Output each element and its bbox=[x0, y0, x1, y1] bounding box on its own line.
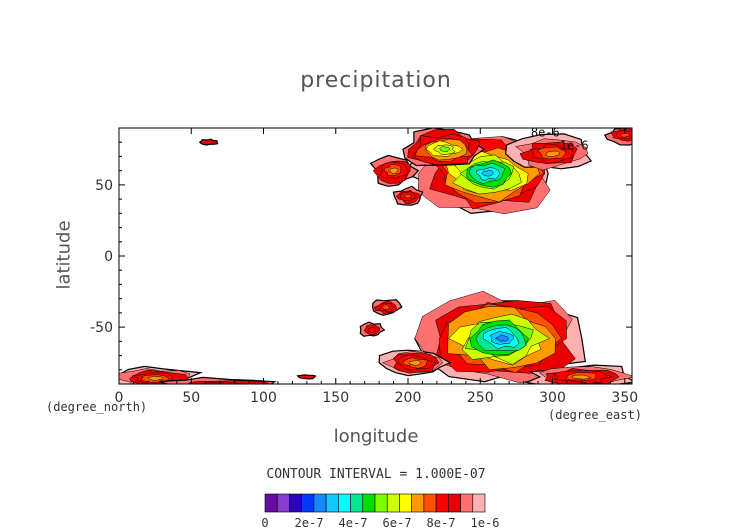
north-isle-b-level-3 bbox=[404, 193, 413, 199]
colorbar-swatch-10 bbox=[386, 493, 400, 513]
y-axis: -50 0 50 bbox=[90, 141, 632, 371]
sw-band-level-5 bbox=[148, 376, 163, 381]
colorbar-swatch-8 bbox=[362, 493, 376, 513]
colorbar-swatch-7 bbox=[350, 493, 364, 513]
north-arm-level-7 bbox=[439, 146, 451, 153]
north-corner-level-3 bbox=[620, 132, 630, 138]
colorbar-label-5: 1e-6 bbox=[471, 516, 500, 530]
contour-interval-text: CONTOUR INTERVAL = 1.000E-07 bbox=[266, 467, 486, 482]
inline-contour-labels: 8e-61e-6 bbox=[531, 126, 589, 153]
colorbar-swatch-9 bbox=[374, 493, 388, 513]
colorbar-swatch-3 bbox=[301, 493, 315, 513]
colorbar: 0 2e-7 4e-7 6e-7 8e-7 1e-6 bbox=[261, 493, 500, 530]
y-unit-label: (degree_north) bbox=[46, 400, 148, 414]
x-tick-label-350: 350 bbox=[611, 390, 638, 406]
colorbar-swatch-6 bbox=[338, 493, 351, 513]
x-tick-label-200: 200 bbox=[395, 390, 422, 406]
south-edge-level-5 bbox=[572, 374, 593, 380]
south-isle-b-level-2 bbox=[367, 327, 376, 333]
y-tick-label-0: 0 bbox=[104, 249, 113, 265]
x-tick-label-150: 150 bbox=[322, 390, 349, 406]
x-axis: 0 50 100 150 200 250 300 350 bbox=[115, 128, 638, 406]
inline-label-0: 8e-6 bbox=[531, 126, 560, 140]
colorbar-swatch-14 bbox=[435, 493, 449, 513]
colorbar-swatch-13 bbox=[423, 493, 437, 513]
isle-d-level-0 bbox=[296, 374, 317, 380]
x-tick-label-50: 50 bbox=[182, 390, 200, 406]
y-axis-label: latitude bbox=[53, 220, 75, 290]
colorbar-label-4: 8e-7 bbox=[427, 516, 456, 530]
colorbar-swatch-17 bbox=[472, 493, 486, 513]
colorbar-label-2: 4e-7 bbox=[339, 516, 368, 530]
x-tick-label-250: 250 bbox=[467, 390, 494, 406]
south-west-lobe-level-5 bbox=[408, 360, 422, 366]
colorbar-label-3: 6e-7 bbox=[383, 516, 412, 530]
y-tick-label--50: -50 bbox=[90, 320, 113, 336]
colorbar-swatch-11 bbox=[399, 493, 412, 513]
colorbar-label-1: 2e-7 bbox=[295, 516, 324, 530]
north-isle-a-level-4 bbox=[387, 167, 399, 174]
x-tick-label-300: 300 bbox=[539, 390, 566, 406]
colorbar-swatch-12 bbox=[411, 493, 425, 513]
south-isle-a-level-3 bbox=[381, 304, 391, 310]
colorbar-swatch-4 bbox=[313, 493, 327, 513]
contour-fills bbox=[119, 128, 632, 384]
x-unit-label: (degree_east) bbox=[548, 408, 642, 422]
colorbar-swatch-15 bbox=[448, 493, 461, 513]
north-east-level-5 bbox=[544, 150, 560, 157]
colorbar-swatch-16 bbox=[460, 493, 474, 513]
colorbar-swatch-5 bbox=[325, 493, 339, 513]
north-main-level-12 bbox=[481, 169, 494, 177]
x-tick-label-100: 100 bbox=[250, 390, 277, 406]
y-tick-label-50: 50 bbox=[95, 178, 113, 194]
x-tick-label-0: 0 bbox=[115, 390, 124, 406]
colorbar-label-0: 0 bbox=[261, 516, 268, 530]
colorbar-swatch-0 bbox=[264, 493, 278, 513]
colorbar-swatch-1 bbox=[276, 493, 290, 513]
south-main-level-13 bbox=[494, 334, 509, 342]
inline-label-1: 1e-6 bbox=[560, 138, 589, 152]
isle-c-level-0 bbox=[198, 138, 219, 146]
x-axis-label: longitude bbox=[333, 426, 419, 447]
chart-title: precipitation bbox=[300, 68, 452, 93]
colorbar-swatch-2 bbox=[289, 493, 302, 513]
